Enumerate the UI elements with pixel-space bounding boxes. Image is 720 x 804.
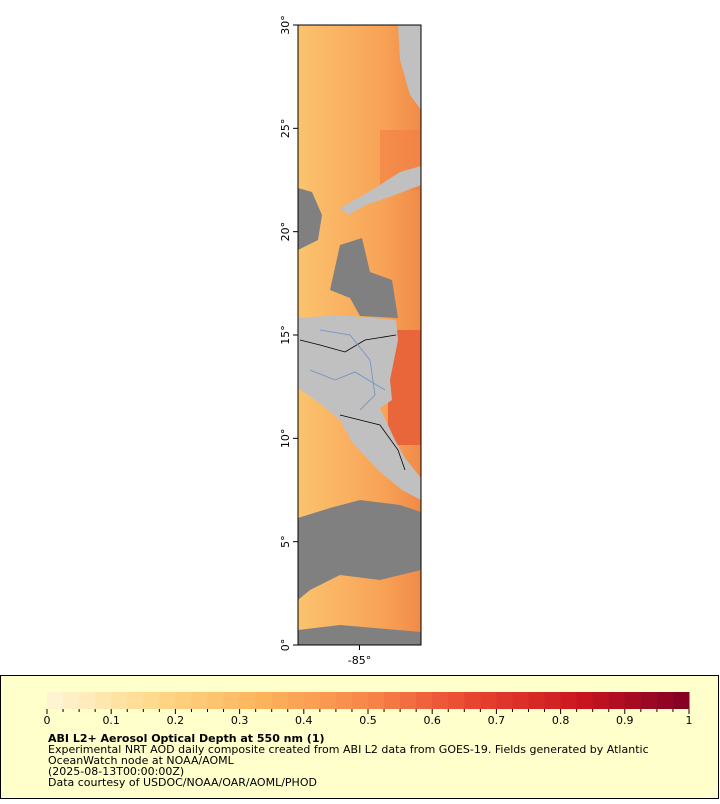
land (340, 166, 421, 215)
colorbar-swatch (351, 692, 369, 709)
lat-tick-label: 5° (279, 535, 292, 548)
colorbar-swatch (159, 692, 176, 709)
colorbar-tick-label: 0.7 (488, 714, 506, 727)
colorbar-swatch (191, 692, 208, 709)
lat-tick-label: 30° (279, 15, 292, 35)
colorbar-swatch (384, 692, 401, 709)
colorbar-swatch (656, 692, 674, 709)
colorbar-swatch (416, 692, 433, 709)
colorbar-tick-label: 0.1 (102, 714, 120, 727)
colorbar-tick-label: 0.5 (359, 714, 377, 727)
colorbar-swatch (480, 692, 497, 709)
colorbar-swatch (223, 692, 241, 709)
lat-tick-label: 20° (279, 222, 292, 242)
colorbar-tick-label: 0.9 (616, 714, 634, 727)
colorbar-swatch (127, 692, 144, 709)
border (299, 334, 397, 353)
land (398, 25, 421, 110)
colorbar-tick-label: 0.6 (423, 714, 441, 727)
colorbar-swatch (432, 692, 449, 709)
colorbar-swatch (175, 692, 192, 709)
colorbar-swatch (400, 692, 417, 709)
colorbar-swatch (560, 692, 578, 709)
colorbar-swatch (592, 692, 610, 709)
land (298, 315, 421, 500)
colorbar-swatch (544, 692, 562, 709)
colorbar-swatch (255, 692, 273, 709)
border (339, 414, 406, 471)
lat-tick-label: 0° (279, 639, 292, 652)
colorbar-swatch (335, 692, 353, 709)
colorbar-swatch (672, 692, 690, 709)
caption-title: ABI L2+ Aerosol Optical Depth at 550 nm … (48, 732, 325, 745)
colorbar-swatch (448, 692, 465, 709)
lat-tick-label: 10° (279, 429, 292, 449)
colorbar: 0 0.1 0.2 0.3 0.4 0.5 0.6 0.7 0.8 0.9 1 (44, 692, 693, 727)
colorbar-swatch (271, 692, 289, 709)
lat-tick-label: 25° (279, 119, 292, 139)
caption-line: Data courtesy of USDOC/NOAA/OAR/AOML/PHO… (48, 776, 317, 789)
colorbar-swatch (319, 692, 337, 709)
colorbar-tick-label: 0.8 (552, 714, 570, 727)
colorbar-swatch (63, 692, 80, 709)
colorbar-swatch (496, 692, 513, 709)
colorbar-tick-label: 0.3 (231, 714, 249, 727)
cloud-mask (330, 238, 398, 318)
river (309, 369, 386, 391)
colorbar-swatch (624, 692, 642, 709)
cloud-mask (298, 625, 421, 645)
colorbar-swatch (608, 692, 626, 709)
colorbar-tick-label: 0.4 (295, 714, 313, 727)
colorbar-swatch (464, 692, 481, 709)
colorbar-tick-label: 0.2 (167, 714, 185, 727)
map-image (297, 24, 422, 646)
lon-tick-label: -85° (348, 654, 371, 667)
colorbar-swatch (79, 692, 96, 709)
colorbar-swatch (47, 692, 64, 709)
lat-tick-label: 15° (279, 325, 292, 345)
colorbar-swatch (143, 692, 160, 709)
colorbar-swatch (239, 692, 257, 709)
colorbar-tick-label: 0 (44, 714, 51, 727)
colorbar-swatch (640, 692, 658, 709)
colorbar-swatch (95, 692, 112, 709)
colorbar-swatch (111, 692, 128, 709)
colorbar-swatch (528, 692, 546, 709)
colorbar-swatch (368, 692, 385, 709)
colorbar-swatch (287, 692, 305, 709)
colorbar-swatch (303, 692, 321, 709)
caption-line: OceanWatch node at NOAA/AOML (48, 754, 235, 767)
colorbar-swatch (207, 692, 225, 709)
caption-line: Experimental NRT AOD daily composite cre… (48, 743, 649, 756)
colorbar-tick-label: 1 (686, 714, 693, 727)
cloud-mask (298, 500, 421, 600)
caption-line: (2025-08-13T00:00:00Z) (48, 765, 184, 778)
colorbar-swatch (512, 692, 529, 709)
cloud-mask (298, 188, 322, 250)
river (319, 329, 376, 411)
colorbar-swatch (576, 692, 594, 709)
